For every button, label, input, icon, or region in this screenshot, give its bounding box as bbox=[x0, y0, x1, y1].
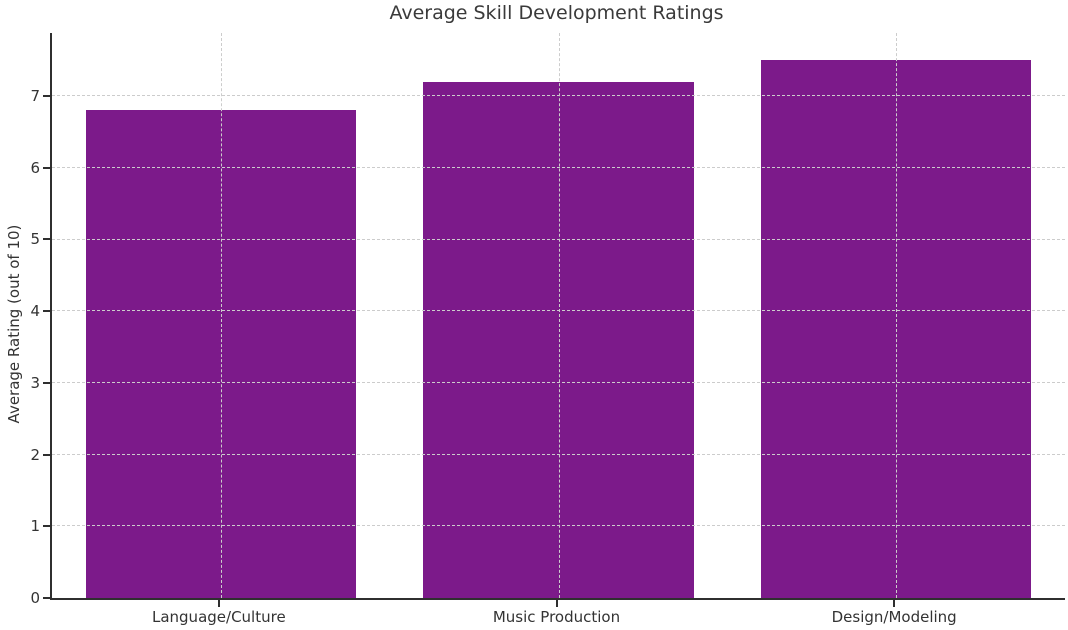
y-tick-mark bbox=[43, 166, 50, 169]
y-tick-mark bbox=[43, 453, 50, 456]
x-tick-mark bbox=[217, 600, 220, 607]
y-tick-label: 3 bbox=[30, 373, 40, 392]
x-tick-label: Design/Modeling bbox=[831, 608, 957, 626]
plot-area bbox=[50, 33, 1065, 600]
y-tick-mark bbox=[43, 597, 50, 599]
y-tick-label: 5 bbox=[30, 230, 40, 249]
gridline-vertical bbox=[558, 33, 560, 598]
y-tick-label: 2 bbox=[30, 445, 40, 464]
y-tick-mark bbox=[43, 381, 50, 384]
x-tick-label: Music Production bbox=[492, 608, 621, 626]
y-tick-label: 1 bbox=[30, 517, 40, 536]
y-tick-label: 7 bbox=[30, 87, 40, 106]
gridline-vertical bbox=[220, 33, 222, 598]
y-tick-mark bbox=[43, 525, 50, 528]
y-tick-label: 0 bbox=[30, 589, 40, 607]
x-tick-mark bbox=[893, 600, 896, 607]
y-tick-mark bbox=[43, 95, 50, 98]
y-tick-mark bbox=[43, 238, 50, 241]
chart-title: Average Skill Development Ratings bbox=[389, 2, 724, 24]
y-tick-mark bbox=[43, 310, 50, 313]
x-tick-mark bbox=[555, 600, 558, 607]
x-tick-label: Language/Culture bbox=[151, 608, 286, 626]
y-tick-label: 6 bbox=[30, 158, 40, 177]
gridline-vertical bbox=[896, 33, 898, 598]
y-tick-label: 4 bbox=[30, 302, 40, 321]
